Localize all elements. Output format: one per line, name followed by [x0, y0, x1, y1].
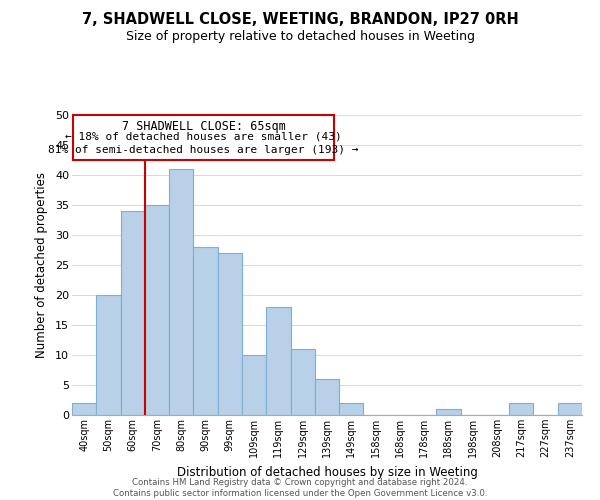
Bar	[193, 247, 218, 415]
Bar	[169, 169, 193, 415]
Text: Contains HM Land Registry data © Crown copyright and database right 2024.
Contai: Contains HM Land Registry data © Crown c…	[113, 478, 487, 498]
Bar	[121, 211, 145, 415]
Bar	[436, 409, 461, 415]
Bar	[509, 403, 533, 415]
Bar	[266, 307, 290, 415]
Bar	[218, 253, 242, 415]
Y-axis label: Number of detached properties: Number of detached properties	[35, 172, 48, 358]
Bar	[290, 349, 315, 415]
Text: 81% of semi-detached houses are larger (193) →: 81% of semi-detached houses are larger (…	[49, 145, 359, 155]
X-axis label: Distribution of detached houses by size in Weeting: Distribution of detached houses by size …	[176, 466, 478, 478]
Bar	[315, 379, 339, 415]
Bar	[339, 403, 364, 415]
Text: Size of property relative to detached houses in Weeting: Size of property relative to detached ho…	[125, 30, 475, 43]
Text: ← 18% of detached houses are smaller (43): ← 18% of detached houses are smaller (43…	[65, 132, 342, 142]
Bar	[72, 403, 96, 415]
Text: 7 SHADWELL CLOSE: 65sqm: 7 SHADWELL CLOSE: 65sqm	[122, 120, 286, 133]
Bar	[242, 355, 266, 415]
Bar	[96, 295, 121, 415]
Bar	[145, 205, 169, 415]
FancyBboxPatch shape	[73, 115, 334, 160]
Text: 7, SHADWELL CLOSE, WEETING, BRANDON, IP27 0RH: 7, SHADWELL CLOSE, WEETING, BRANDON, IP2…	[82, 12, 518, 28]
Bar	[558, 403, 582, 415]
